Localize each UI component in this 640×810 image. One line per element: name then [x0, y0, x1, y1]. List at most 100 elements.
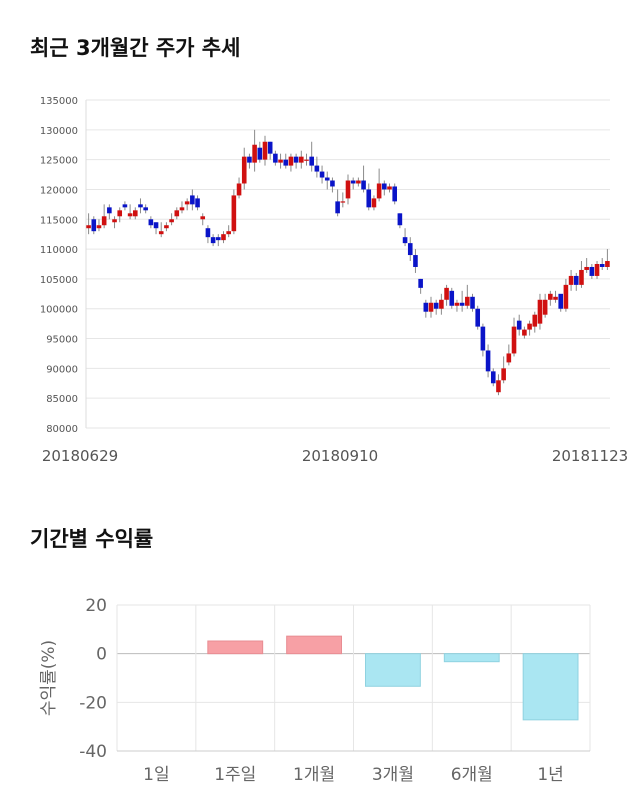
y-tick-label: 115000 — [40, 215, 78, 226]
candle-body — [330, 180, 335, 187]
candle-body — [262, 141, 268, 160]
candle-body — [350, 180, 356, 184]
x-category-label: 1주일 — [214, 765, 256, 785]
y-tick-label: 80000 — [46, 424, 78, 435]
candle-body — [179, 207, 185, 211]
candle-body — [190, 195, 195, 205]
candle-body — [371, 198, 377, 208]
candle-body — [319, 171, 325, 178]
candle-body — [195, 198, 200, 208]
y-tick-label: 90000 — [46, 364, 78, 375]
candle-body — [413, 255, 418, 267]
candle-body — [490, 371, 496, 384]
candle-body — [548, 293, 553, 300]
candle-body — [91, 219, 97, 232]
candle-body — [392, 186, 397, 202]
candle-body — [241, 156, 247, 184]
candle-body — [143, 207, 148, 211]
candle-body — [164, 225, 169, 229]
candle-body — [236, 183, 242, 196]
candle-body — [579, 269, 584, 285]
candle-body — [366, 189, 372, 208]
candle-body — [340, 201, 346, 203]
candle-body — [537, 299, 543, 324]
y-tick-label: 0 — [96, 645, 107, 665]
x-category-label: 1일 — [143, 765, 169, 785]
candle-body — [376, 183, 382, 199]
candle-body — [226, 231, 231, 235]
candle-body — [470, 296, 475, 309]
candle-body — [324, 177, 330, 181]
candle-body — [283, 159, 289, 166]
y-tick-label: 95000 — [46, 335, 78, 346]
candle-body — [117, 210, 123, 217]
candle-body — [132, 210, 138, 217]
candle-body — [278, 159, 283, 163]
candle-body — [584, 266, 589, 270]
candle-body — [439, 299, 444, 309]
price-chart-title: 최근 3개월간 주가 추세 — [30, 36, 241, 60]
candle-body — [158, 231, 164, 235]
candle-body — [314, 165, 320, 172]
return-bar — [365, 653, 421, 687]
x-category-label: 1년 — [537, 765, 563, 785]
candle-body — [184, 201, 190, 205]
candle-body — [169, 219, 174, 223]
candle-body — [252, 144, 257, 163]
candle-body — [433, 302, 439, 309]
candle-body — [138, 204, 143, 208]
candle-body — [423, 302, 429, 312]
candle-body — [594, 264, 600, 276]
candle-body — [299, 156, 304, 163]
y-tick-label: 135000 — [40, 96, 78, 107]
candle-body — [174, 210, 180, 217]
candle-body — [397, 213, 403, 226]
candle-body — [356, 180, 361, 184]
candle-body — [485, 350, 491, 372]
candle-body — [506, 353, 512, 363]
y-axis-label: 수익률(%) — [39, 640, 59, 716]
candle-body — [449, 290, 455, 306]
candle-body — [288, 156, 294, 166]
candle-body — [563, 284, 569, 309]
candle-body — [127, 213, 133, 217]
candle-body — [444, 287, 449, 300]
y-tick-label: 105000 — [40, 275, 78, 286]
candle-body — [475, 308, 481, 327]
candle-body — [407, 243, 413, 256]
return-bar — [286, 635, 342, 655]
y-tick-label: 100000 — [40, 305, 78, 316]
candle-body — [205, 228, 211, 238]
candle-body — [231, 195, 237, 232]
y-tick-label: 110000 — [40, 245, 78, 256]
candle-body — [605, 261, 610, 267]
candle-body — [148, 219, 154, 226]
candle-body — [273, 153, 278, 163]
candle-body — [345, 180, 351, 199]
y-tick-label: 120000 — [40, 185, 78, 196]
y-tick-label: -40 — [79, 742, 107, 762]
y-tick-label: 85000 — [46, 394, 78, 405]
price-candlestick-chart: 135000 130000 125000 120000 115000 110000 1050… — [40, 96, 628, 465]
y-tick-label: -20 — [79, 693, 107, 713]
candle-body — [293, 156, 299, 163]
return-bar — [207, 640, 264, 655]
candle-body — [382, 183, 387, 190]
return-bar — [443, 653, 500, 663]
candle-body — [200, 216, 206, 220]
candle-body — [107, 207, 112, 214]
candle-body — [86, 225, 91, 229]
candle-body — [247, 156, 252, 163]
candle-body — [532, 314, 538, 327]
x-category-label: 6개월 — [451, 765, 493, 785]
return-bar — [522, 653, 579, 721]
candle-body — [267, 141, 273, 154]
candle-body — [511, 326, 517, 354]
x-category-label: 3개월 — [372, 765, 414, 785]
y-tick-label: 125000 — [40, 156, 78, 167]
candle-body — [309, 156, 314, 166]
candle-body — [112, 219, 117, 223]
candle-body — [153, 222, 159, 229]
candle-body — [335, 201, 340, 214]
